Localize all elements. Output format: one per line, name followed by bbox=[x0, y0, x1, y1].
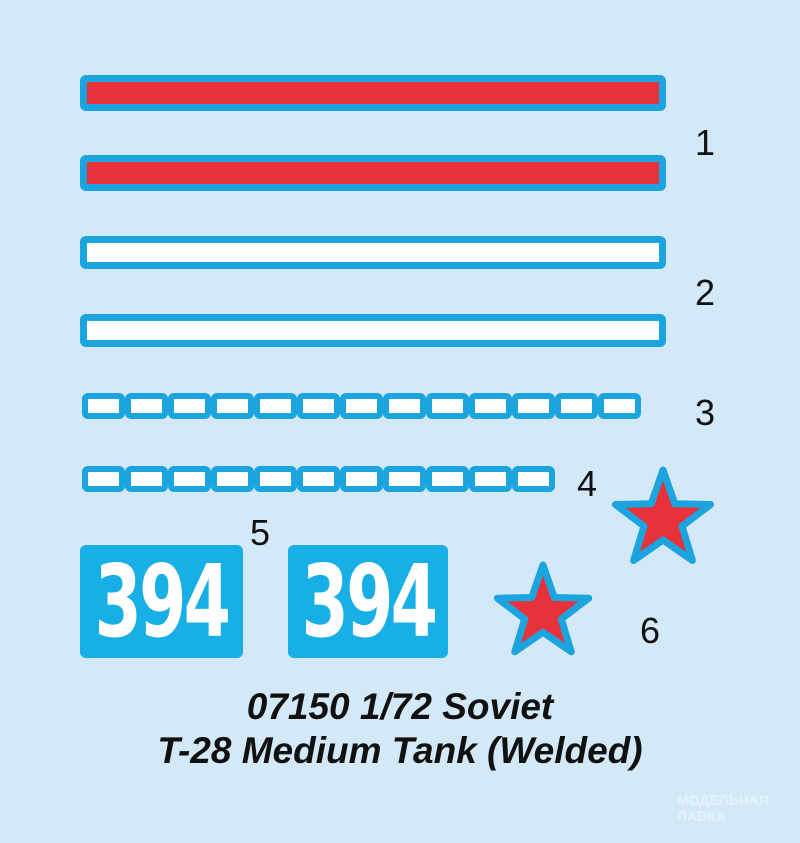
stripe-segment bbox=[168, 466, 211, 492]
stripe-segment bbox=[82, 393, 125, 419]
decal-2-white-stripe-top bbox=[80, 236, 666, 269]
stripe-segment bbox=[211, 466, 254, 492]
decal-1-red-stripe-top bbox=[80, 75, 666, 111]
stripe-segment bbox=[82, 466, 125, 492]
stripe-segment bbox=[168, 393, 211, 419]
watermark-line-1: МОДЕЛЬНАЯ bbox=[677, 792, 769, 808]
stripe-segment bbox=[512, 393, 555, 419]
stripe-segment bbox=[211, 393, 254, 419]
stripe-segment bbox=[125, 393, 168, 419]
stripe-segment bbox=[254, 393, 297, 419]
decal-label-1: 1 bbox=[695, 122, 716, 163]
decal-4-segmented-stripe bbox=[82, 466, 555, 492]
red-star-icon bbox=[493, 561, 593, 656]
stripe-segment bbox=[297, 466, 340, 492]
stripe-segment bbox=[125, 466, 168, 492]
decal-1-red-stripe-bottom bbox=[80, 155, 666, 191]
watermark-line-2: ЛАВКА bbox=[677, 808, 726, 824]
stripe-segment bbox=[469, 393, 512, 419]
decal-5-number-plate-left: 394 bbox=[80, 543, 243, 660]
decal-label-5: 5 bbox=[250, 512, 271, 553]
title-line-2: T-28 Medium Tank (Welded) bbox=[157, 730, 643, 771]
stripe-segment bbox=[469, 466, 512, 492]
title-line-1: 07150 1/72 Soviet bbox=[246, 686, 554, 727]
decal-label-2: 2 bbox=[695, 272, 716, 313]
stripe-segment bbox=[426, 393, 469, 419]
stripe-segment bbox=[512, 466, 555, 492]
stripe-segment bbox=[254, 466, 297, 492]
decal-label-4: 4 bbox=[577, 463, 598, 504]
stripe-segment bbox=[555, 393, 598, 419]
plate-number: 394 bbox=[301, 543, 438, 660]
plate-number: 394 bbox=[94, 543, 232, 660]
decal-3-segmented-stripe bbox=[82, 393, 641, 419]
decal-5-number-plate-right: 394 bbox=[288, 543, 448, 660]
stripe-segment bbox=[426, 466, 469, 492]
decal-label-3: 3 bbox=[695, 392, 716, 433]
decal-label-6: 6 bbox=[640, 610, 661, 651]
stripe-segment bbox=[383, 466, 426, 492]
decal-2-white-stripe-bottom bbox=[80, 314, 666, 347]
stripe-segment bbox=[598, 393, 641, 419]
stripe-segment bbox=[340, 393, 383, 419]
stripe-segment bbox=[383, 393, 426, 419]
stripe-segment bbox=[297, 393, 340, 419]
stripe-segment bbox=[340, 466, 383, 492]
red-star-icon bbox=[611, 466, 715, 564]
watermark-logo: МОДЕЛЬНАЯ ЛАВКА bbox=[635, 792, 769, 824]
